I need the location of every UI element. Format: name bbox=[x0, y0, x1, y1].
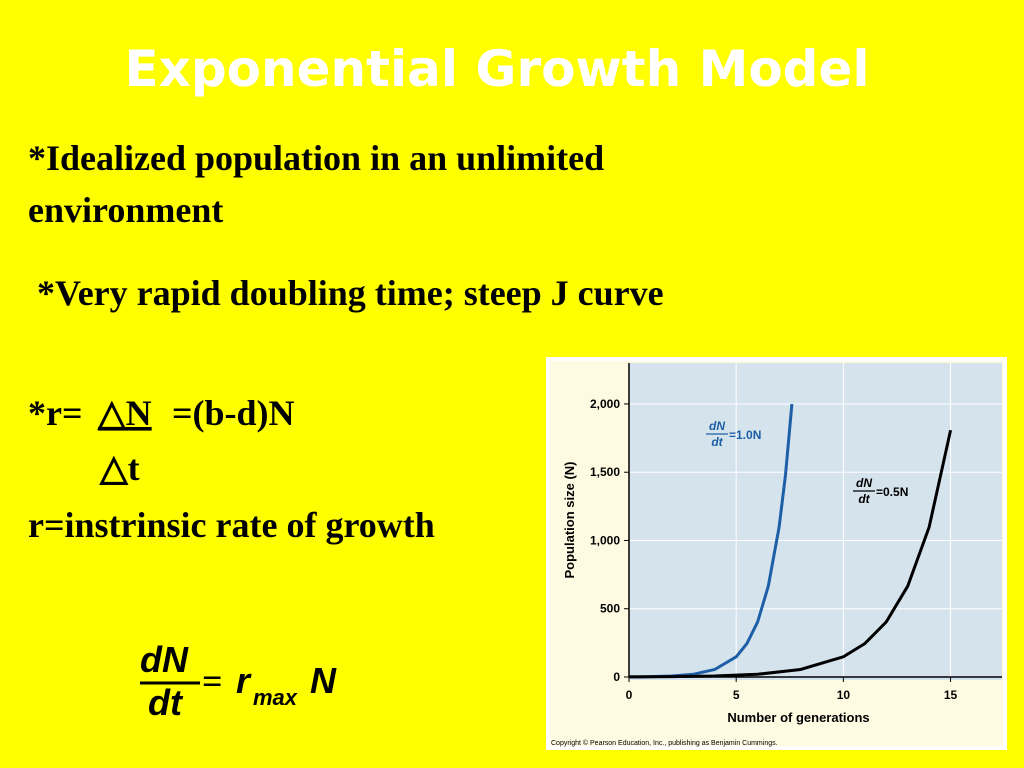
equation-text: max bbox=[253, 685, 298, 710]
copyright: Copyright © Pearson Education, Inc., pub… bbox=[551, 739, 778, 747]
equation-text: dN bbox=[140, 639, 189, 680]
equation-text: = bbox=[202, 661, 223, 701]
annotation: dN bbox=[856, 476, 872, 490]
bullet: *Very rapid doubling time; steep J curve bbox=[37, 273, 664, 313]
formula-text: △t bbox=[99, 448, 140, 488]
formula-text: *r= bbox=[28, 393, 83, 433]
x-axis-label: Number of generations bbox=[727, 710, 869, 725]
annotation: =1.0N bbox=[729, 428, 761, 442]
y-tick-label: 1,000 bbox=[590, 533, 620, 547]
equation-text: r bbox=[236, 660, 252, 701]
y-tick-label: 2,000 bbox=[590, 397, 620, 411]
x-tick-label: 0 bbox=[626, 688, 633, 702]
annotation: dt bbox=[858, 492, 870, 506]
x-tick-label: 10 bbox=[837, 688, 851, 702]
y-tick-label: 0 bbox=[613, 670, 620, 684]
annotation: dt bbox=[711, 435, 723, 449]
formula-text: △N bbox=[97, 393, 152, 433]
definition: r=instrinsic rate of growth bbox=[28, 505, 435, 545]
equation-text: dt bbox=[148, 682, 184, 723]
x-tick-label: 15 bbox=[944, 688, 958, 702]
y-tick-label: 1,500 bbox=[590, 465, 620, 479]
chart: 0 500 1,000 1,500 2,000 0 5 10 15 Number of gener… bbox=[551, 363, 1002, 747]
bullet: environment bbox=[28, 190, 223, 230]
annotation: =0.5N bbox=[876, 485, 908, 499]
y-tick-label: 500 bbox=[600, 602, 620, 616]
formula-text: =(b-d)N bbox=[172, 393, 295, 433]
bullet: *Idealized population in an unlimited bbox=[28, 138, 604, 178]
equation: dN dt = r max N bbox=[140, 639, 337, 723]
line-series bbox=[628, 429, 953, 679]
slide-title: Exponential Growth Model bbox=[124, 40, 869, 98]
equation-text: N bbox=[310, 660, 337, 701]
x-tick-label: 5 bbox=[733, 688, 740, 702]
plot-area bbox=[629, 363, 1002, 680]
annotation: dN bbox=[709, 419, 725, 433]
y-axis-label: Population size (N) bbox=[562, 462, 577, 579]
